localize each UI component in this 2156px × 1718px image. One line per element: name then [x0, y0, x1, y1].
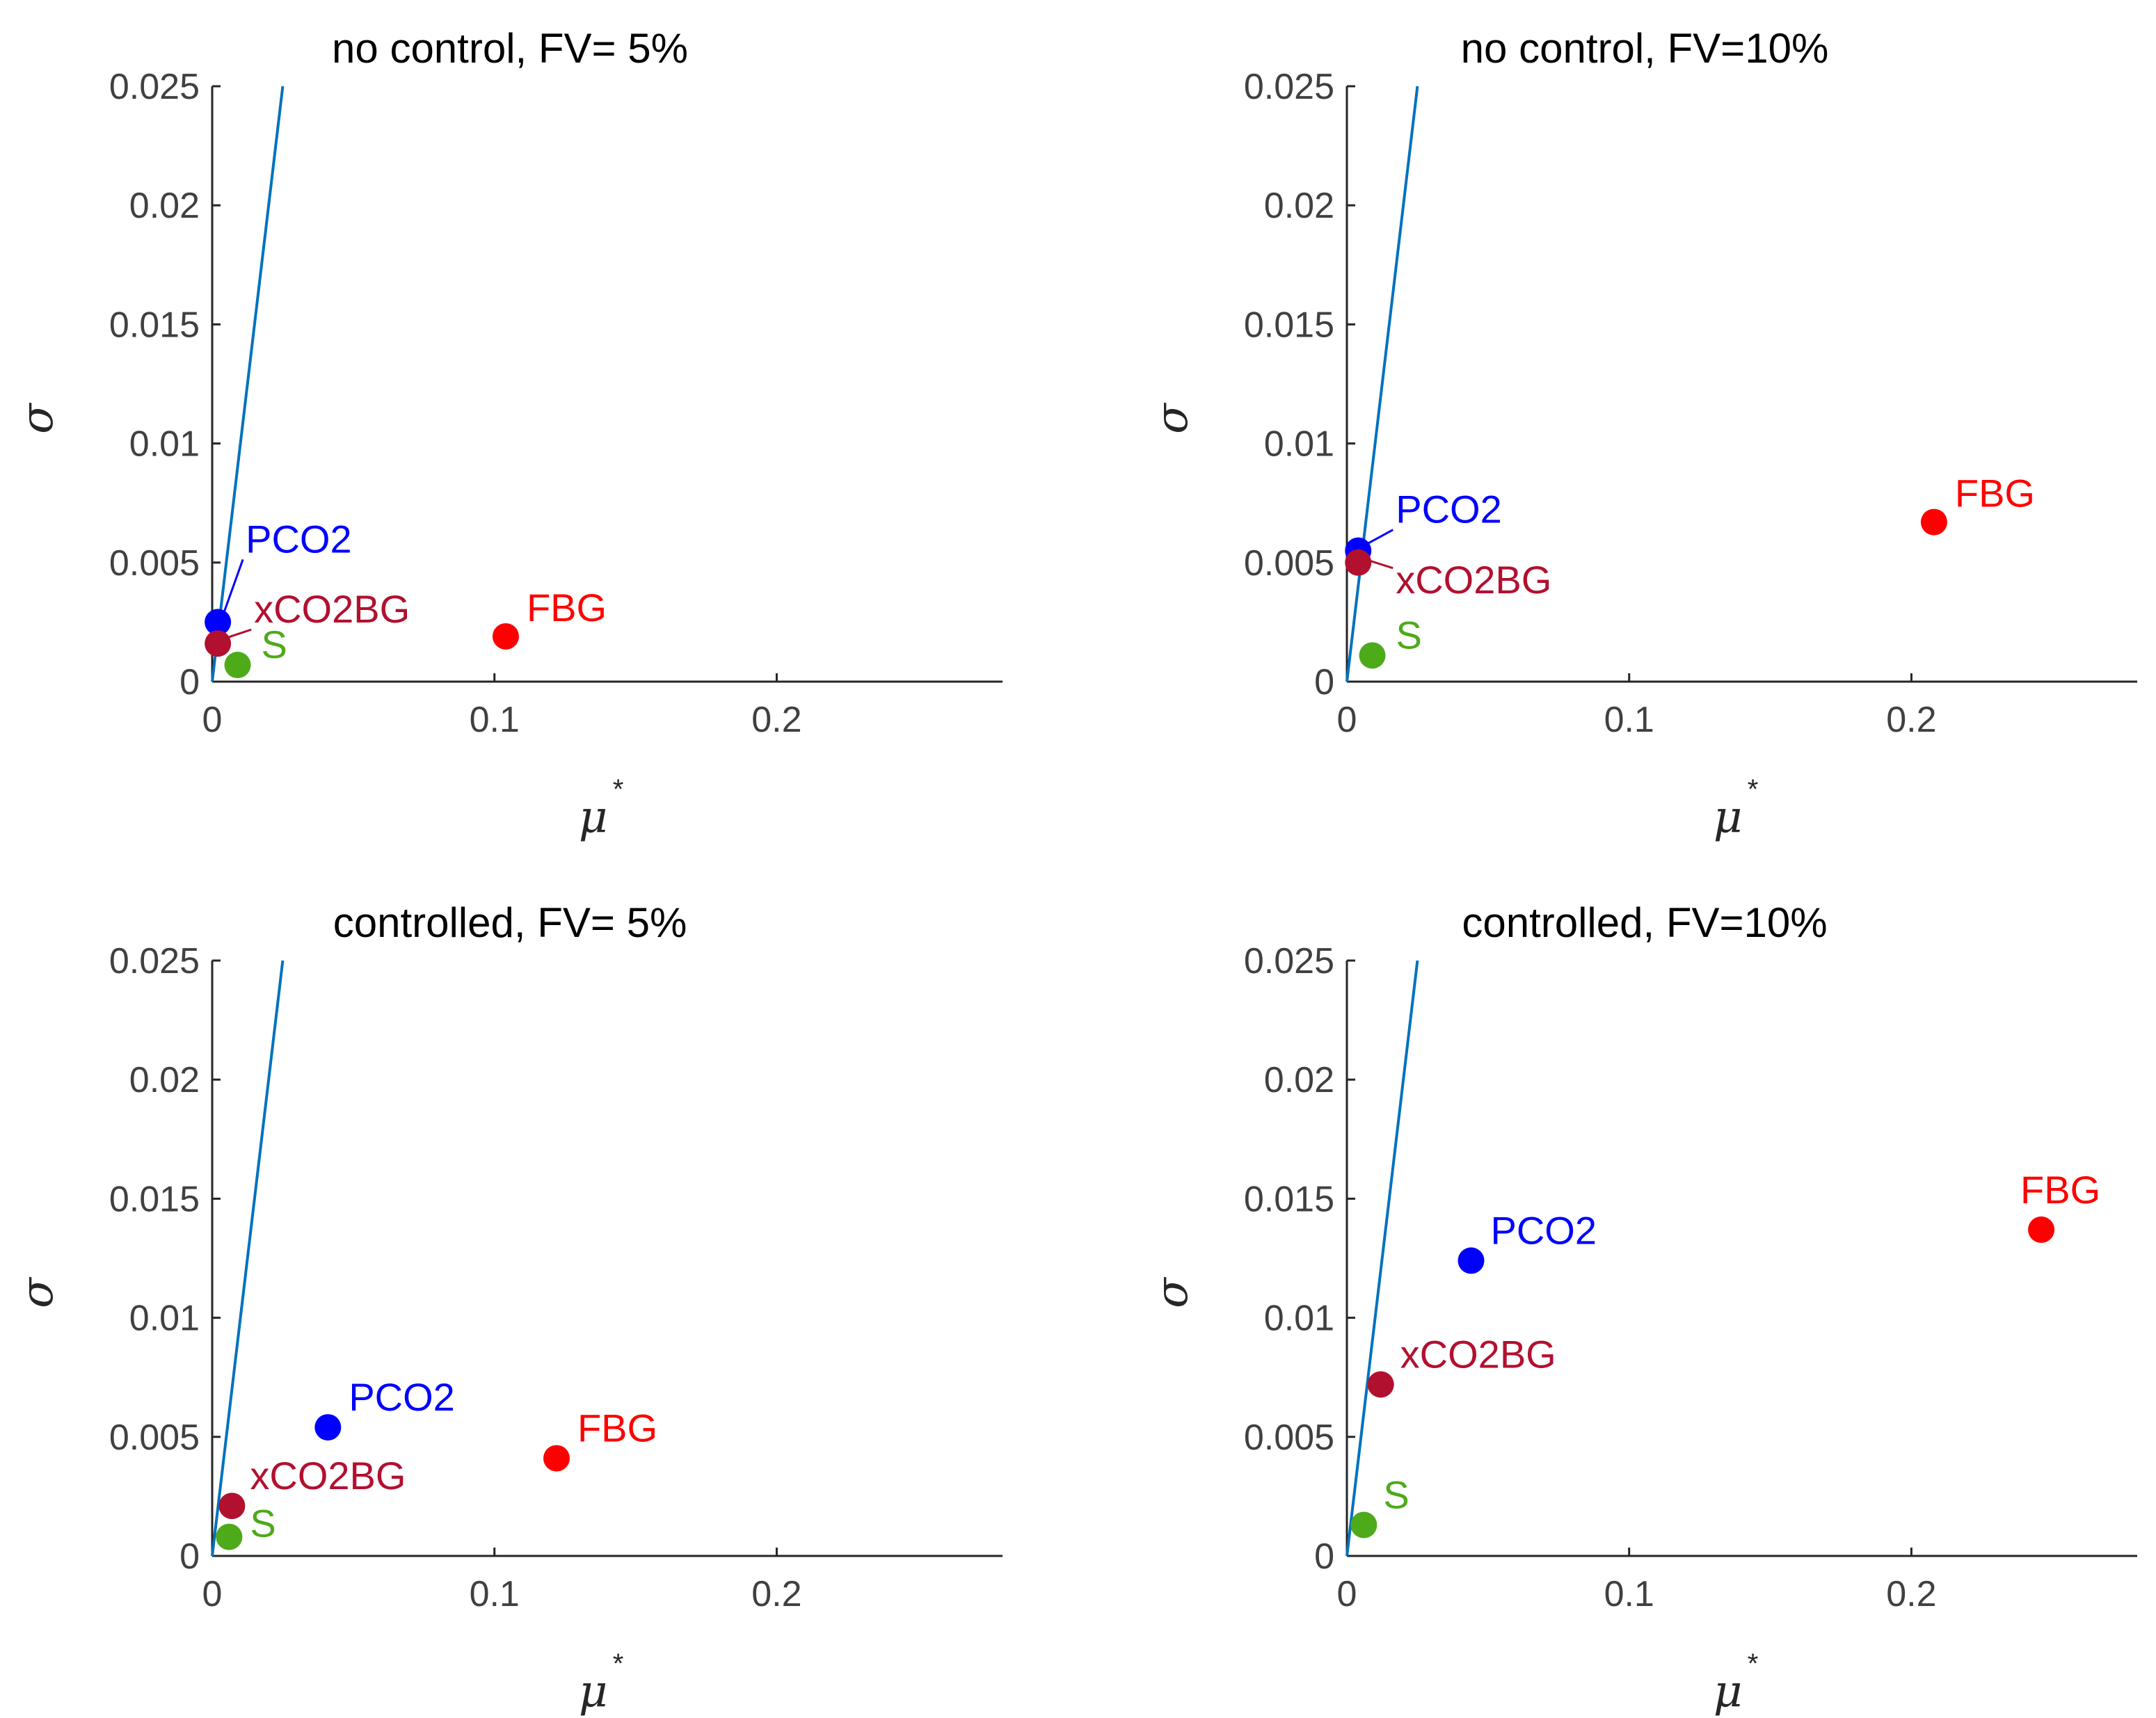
x-axis-label: μ — [579, 792, 608, 843]
x-tick-label: 0 — [1337, 1574, 1357, 1614]
y-tick-label: 0.02 — [1264, 1060, 1334, 1100]
point-xco2bg — [1345, 549, 1372, 576]
y-tick-label: 0.02 — [1264, 186, 1334, 226]
x-axis-label-superscript: * — [1748, 1648, 1759, 1679]
point-label-fbg: FBG — [577, 1406, 657, 1450]
chart-title: no control, FV=10% — [1461, 25, 1829, 72]
point-label-fbg: FBG — [527, 586, 607, 629]
y-tick-label: 0.025 — [109, 941, 200, 981]
y-tick-label: 0.01 — [1264, 424, 1334, 465]
y-tick-label: 0.025 — [109, 67, 200, 107]
y-tick-label: 0.01 — [129, 1299, 200, 1339]
chart-title: no control, FV= 5% — [332, 25, 688, 72]
y-axis-label: σ — [12, 1276, 63, 1308]
point-label-pco2: PCO2 — [349, 1375, 455, 1419]
point-label-xco2bg: xCO2BG — [1400, 1332, 1556, 1376]
y-tick-label: 0.015 — [1244, 1179, 1334, 1219]
y-tick-label: 0.015 — [1244, 305, 1334, 345]
reference-line — [211, 960, 285, 1557]
x-tick-label: 0 — [1337, 700, 1357, 740]
x-tick-label: 0.2 — [1886, 700, 1936, 740]
y-tick-label: 0 — [179, 1536, 200, 1577]
y-tick-label: 0.025 — [1244, 67, 1334, 107]
y-tick-label: 0.01 — [129, 424, 200, 465]
y-axis-label: σ — [1147, 1276, 1198, 1308]
y-tick-label: 0.025 — [1244, 941, 1334, 981]
point-label-s: S — [1396, 613, 1422, 657]
y-tick-label: 0 — [179, 662, 200, 703]
point-fbg — [1920, 508, 1947, 536]
x-tick-label: 0.2 — [751, 1574, 801, 1614]
point-s — [216, 1523, 243, 1550]
x-tick-label: 0 — [202, 1574, 223, 1614]
y-tick-label: 0.005 — [1244, 1418, 1334, 1458]
point-label-pco2: PCO2 — [246, 517, 352, 561]
x-tick-label: 0 — [202, 700, 223, 740]
reference-line — [1345, 86, 1419, 682]
chart-title: controlled, FV= 5% — [333, 899, 687, 946]
point-label-s: S — [250, 1502, 276, 1546]
chart-panel-2: no control, FV=10% 0 0.005 0.01 0.015 0.02 0.0… — [1147, 25, 2137, 843]
point-label-pco2: PCO2 — [1396, 488, 1502, 531]
chart-title: controlled, FV=10% — [1462, 899, 1827, 946]
y-tick-label: 0.015 — [109, 1179, 200, 1219]
point-label-xco2bg: xCO2BG — [254, 587, 410, 631]
y-tick-label: 0.005 — [109, 1418, 200, 1458]
point-label-s: S — [1383, 1472, 1409, 1516]
y-tick-label: 0.02 — [129, 186, 200, 226]
y-tick-label: 0.02 — [129, 1060, 200, 1100]
point-label-xco2bg: xCO2BG — [250, 1454, 406, 1498]
point-label-s: S — [262, 623, 287, 666]
chart-panel-3: controlled, FV= 5% 0 0.005 0.01 0.015 0.02 0.0… — [12, 899, 1003, 1717]
x-tick-label: 0.1 — [470, 1574, 520, 1614]
x-tick-label: 0.2 — [1886, 1574, 1936, 1614]
y-tick-label: 0 — [1314, 662, 1334, 703]
point-label-pco2: PCO2 — [1491, 1208, 1597, 1252]
x-tick-label: 0.2 — [751, 700, 801, 740]
point-s — [1350, 1511, 1378, 1539]
point-pco2 — [1458, 1247, 1485, 1274]
y-axis-label: σ — [1147, 402, 1198, 434]
y-tick-label: 0.005 — [109, 543, 200, 584]
point-label-fbg: FBG — [2020, 1168, 2100, 1212]
y-tick-label: 0.005 — [1244, 543, 1334, 584]
y-axis-label: σ — [12, 402, 63, 434]
point-leader-line — [221, 559, 244, 618]
point-s — [224, 652, 251, 679]
x-axis-label: μ — [1714, 1666, 1743, 1717]
x-axis-label: μ — [579, 1666, 608, 1717]
x-tick-label: 0.1 — [470, 700, 520, 740]
point-label-xco2bg: xCO2BG — [1396, 558, 1551, 602]
x-axis-label-superscript: * — [1748, 774, 1759, 805]
point-fbg — [492, 623, 519, 650]
point-pco2 — [314, 1414, 342, 1441]
chart-panel-1: no control, FV= 5% 0 0.005 0.01 0.015 0.02 0.0… — [12, 25, 1003, 843]
point-xco2bg — [218, 1493, 246, 1520]
point-xco2bg — [1367, 1371, 1394, 1398]
x-axis-label: μ — [1714, 792, 1743, 843]
reference-line — [1345, 960, 1419, 1557]
point-fbg — [543, 1445, 570, 1472]
x-axis-label-superscript: * — [613, 774, 624, 805]
point-s — [1359, 642, 1386, 669]
point-label-fbg: FBG — [1955, 472, 2035, 515]
chart-panel-4: controlled, FV=10% 0 0.005 0.01 0.015 0.02 0.0… — [1147, 899, 2137, 1717]
x-tick-label: 0.1 — [1604, 700, 1654, 740]
reference-line — [211, 86, 285, 682]
y-tick-label: 0.01 — [1264, 1299, 1334, 1339]
y-tick-label: 0 — [1314, 1536, 1334, 1577]
y-tick-label: 0.015 — [109, 305, 200, 345]
x-tick-label: 0.1 — [1604, 1574, 1654, 1614]
point-fbg — [2028, 1216, 2055, 1243]
x-axis-label-superscript: * — [613, 1648, 624, 1679]
point-xco2bg — [205, 630, 232, 657]
point-pco2 — [205, 609, 232, 636]
